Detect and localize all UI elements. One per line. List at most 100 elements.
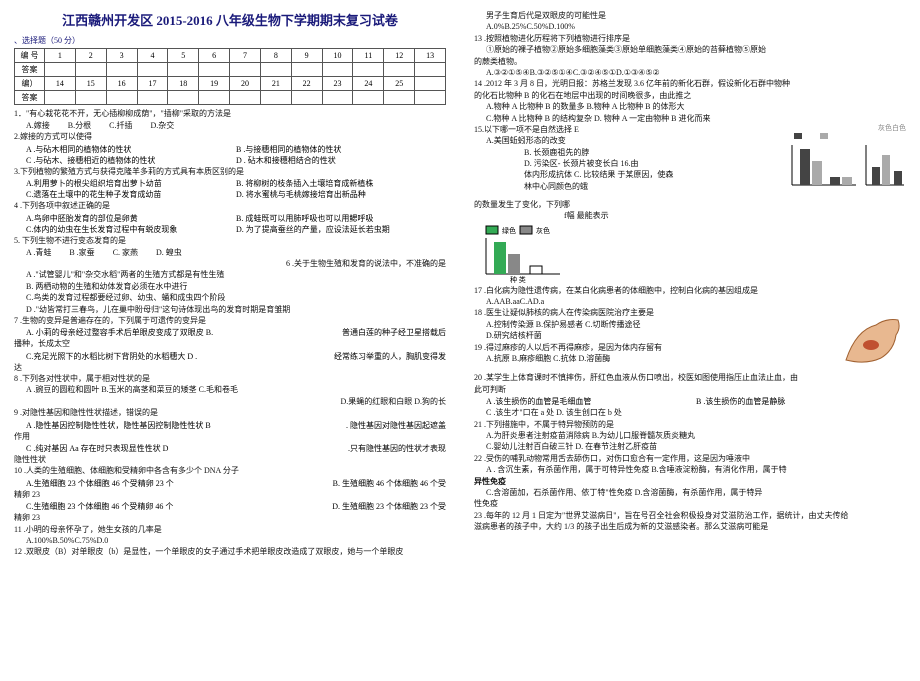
q9-a2: 作用 bbox=[14, 432, 446, 442]
q9-c: C .纯对基因 Aa 存在时只表现显性性状 D bbox=[26, 443, 236, 454]
q20-stem: 20 .某学生上体育课时不慎摔伤，肝红色血液从伤口喷出，校医如图使用指压止血法止… bbox=[474, 373, 906, 383]
q5-b: B .家蚕 bbox=[69, 247, 94, 258]
q17-stem: 17 .白化病为隐性遗传病，在某白化病患者的体细胞中，控制白化病的基因组成是 bbox=[474, 286, 906, 296]
q10-a2: 精卵 23 bbox=[14, 490, 446, 500]
q4-stem: 4 .下列各项中叙述正确的是 bbox=[14, 201, 446, 211]
chart1-box bbox=[786, 127, 906, 197]
q6-d: D ."幼皆常打三春鸟，儿在巢中盼母归"这句诗体现出鸟的发育时期是育雏期 bbox=[14, 305, 446, 315]
q9-stem: 9 .对隐性基因和隐性性状描述，错误的是 bbox=[14, 408, 446, 418]
q2-stem: 2.嫁接的方式可以使得 bbox=[14, 132, 446, 142]
legend-green: 绿色 bbox=[502, 226, 516, 235]
q3-a: A.利用萝卜的根尖组织培育出萝卜幼苗 bbox=[26, 178, 236, 189]
q7-stem: 7 .生物的变异是普遍存在的，下列属于可遗传的变异是 bbox=[14, 316, 446, 326]
q7-c2: 达 bbox=[14, 363, 446, 373]
q3-c: C.遗落在土壤中的花生种子发育成幼苗 bbox=[26, 189, 236, 200]
q14-stem2: 的化石比物种 B 的化石在地层中出现的时间晚很多，由此推之 bbox=[474, 91, 906, 101]
q6-a: A ."试管婴儿"和"杂交水稻"两者的生殖方式都是有性生殖 bbox=[14, 270, 446, 280]
q7-cr: 经常练习举重的人，胸肌变得发 bbox=[236, 351, 446, 362]
q1-c: C.扦插 bbox=[109, 120, 132, 131]
legend-gray: 灰色 bbox=[536, 226, 550, 235]
q4-a: A.鸟卵中胚胎发育的部位是卵黄 bbox=[26, 213, 236, 224]
q1-b: B.分根 bbox=[68, 120, 91, 131]
q1-a: A.嫁接 bbox=[26, 120, 50, 131]
q4-b: B. 成蛙既可以用肺呼吸也可以用鳃呼吸 bbox=[236, 213, 446, 224]
q22-a2: 异性免疫 bbox=[474, 477, 906, 487]
arm-diagram bbox=[836, 310, 906, 370]
q22-stem: 22 .受伤的哺乳动物常用舌去舔伤口，对伤口愈合有一定作用，这是因为唾液中 bbox=[474, 454, 906, 464]
row4-label: 答案 bbox=[15, 91, 45, 105]
q13-opts: A.③②①⑤④B.③②⑤①④C.③②④⑤①D.①③④⑤② bbox=[474, 68, 906, 78]
q20-a: A .该生损伤的血管是毛细血管 bbox=[486, 396, 696, 407]
answer-table: 编 号 1 2 3 4 5 6 7 8 9 10 11 12 13 答案 编） … bbox=[14, 48, 446, 105]
q8-a: A .豌豆的圆粒和圆叶 B.玉米的高茎和菜豆的矮茎 C.毛和卷毛 bbox=[14, 385, 446, 395]
q10-a: A.生殖细胞 23 个体细胞 46 个受精卵 23 个 bbox=[26, 478, 236, 489]
q14-a: A.物种 A 比物种 B 的数量多 B.物种 A 比物种 B 的体形大 bbox=[474, 102, 906, 112]
q10-stem: 10 .人类的生殖细胞、体细胞和受精卵中各含有多少个 DNA 分子 bbox=[14, 466, 446, 476]
q21-a: A.为肝炎患者注射疫苗消除病 B.为幼儿口服脊髓灰质炎糖丸 bbox=[474, 431, 906, 441]
q17-opts: A.AAB.aaC.AD.a bbox=[474, 297, 906, 307]
q22-c2: 性免疫 bbox=[474, 499, 906, 509]
q13-line: ①原始的裸子植物②原始多细胞藻类③原始单细胞藻类④原始的苔藓植物⑤原始 bbox=[474, 45, 906, 55]
q4-d: D. 为了提高蚕丝的产量，应设法延长若虫期 bbox=[236, 224, 446, 235]
q8-d: D.果蝇的红眼和白眼 D.狗的长 bbox=[14, 397, 446, 407]
q4-c: C.体内的幼虫在生长发育过程中有蜕皮现象 bbox=[26, 224, 236, 235]
q13-stem: 13 .按照植物进化历程将下列植物进行排序是 bbox=[474, 34, 906, 44]
q14-b: C.物种 A 比物种 B 的结构复杂 D. 物种 A 一定由物种 B 进化而来 bbox=[474, 114, 906, 124]
q5-d: D. 蝗虫 bbox=[156, 247, 182, 258]
left-column: 江西赣州开发区 2015-2016 八年级生物下学期期末复习试卷 、选择题（50… bbox=[0, 0, 460, 681]
q8-stem: 8 .下列各对性状中，属于相对性状的是 bbox=[14, 374, 446, 384]
chart1-svg bbox=[786, 127, 906, 197]
q6-c: C.鸟类的发育过程都要经过卵、幼虫、蛹和成虫四个阶段 bbox=[14, 293, 446, 303]
q21-stem: 21 .下列措施中，不属于特异物预防的是 bbox=[474, 420, 906, 430]
right-column: 男子生育后代是双眼皮的可能性是 A.0%B.25%C.50%D.100% 13 … bbox=[460, 0, 920, 681]
q11-opts: A.100%B.50%C.75%D.0 bbox=[14, 536, 446, 546]
q21-b: C.婴幼儿注射百白破三针 D. 在春节注射乙肝疫苗 bbox=[474, 442, 906, 452]
q12-opts: A.0%B.25%C.50%D.100% bbox=[474, 22, 906, 32]
row1-label: 编 号 bbox=[15, 49, 45, 63]
q9-cr: .只有隐性基因的性状才表现 bbox=[236, 443, 446, 454]
q15-extra: 的数量发生了变化，下列哪 bbox=[474, 200, 906, 210]
q10-b: B. 生殖细胞 46 个体细胞 46 个受 bbox=[236, 478, 446, 489]
q11-stem: 11 .小明的母亲怀孕了，她生女孩的几率是 bbox=[14, 525, 446, 535]
q2-b: B .与接穗相同的植物体的性状 bbox=[236, 144, 446, 155]
chart2-xlabel: 种 类 bbox=[510, 275, 526, 284]
chart2-svg: 绿色 灰色 种 类 bbox=[480, 224, 570, 284]
q20-c: C .该生才"口在 a 处 D. 该生创口在 b 处 bbox=[474, 408, 906, 418]
q9-c2: 隐性性状 bbox=[14, 455, 446, 465]
q7-ar: 普通白莲的种子经卫星搭载后 bbox=[236, 327, 446, 338]
q2-c: C .与砧木、接穗相近的植物体的性状 bbox=[26, 155, 236, 166]
q1-stem: 1．"有心栽花花不开，无心插柳柳成荫"，"插柳"采取的方法是 bbox=[14, 109, 446, 119]
q3-stem: 3.下列植物的繁殖方式与获得克隆羊多莉的方式具有本质区别的是 bbox=[14, 167, 446, 177]
q7-a2: 播种，长成太空 bbox=[14, 339, 446, 349]
q2-d: D . 砧木和接穗相结合的性状 bbox=[236, 155, 446, 166]
q20-stem2: 此可判断 bbox=[474, 385, 906, 395]
q5-stem: 5. 下列生物不进行变态发育的是 bbox=[14, 236, 446, 246]
q14-stem: 14 .2012 年 3 月 8 日，光明日报：苏格兰发现 3.6 亿年前的新化… bbox=[474, 79, 906, 89]
q10-c: C.生殖细胞 23 个体细胞 46 个受精卵 46 个 bbox=[26, 501, 236, 512]
q3-d: D. 将水蜜桃与毛桃嫁接培育出新品种 bbox=[236, 189, 446, 200]
q1-d: D.杂交 bbox=[150, 120, 174, 131]
q10-c2: 精卵 23 bbox=[14, 513, 446, 523]
row3-label: 编） bbox=[15, 77, 45, 91]
q22-c: C.含溶菌加，石杀菌作用、依丁特"性免疫 D.含溶菌酶，有杀菌作用，属于特异 bbox=[474, 488, 906, 498]
q7-a: A. 小莉的母亲经过整容手术后单眼皮变成了双眼皮 B. bbox=[26, 327, 236, 338]
q13-line2: 的蕨类植物。 bbox=[474, 57, 906, 67]
q20-b: B .该生损伤的血管是静脉 bbox=[696, 396, 906, 407]
row2-label: 答案 bbox=[15, 63, 45, 77]
q7-c: C.充足光照下的水稻比树下背阴处的水稻穗大 D . bbox=[26, 351, 236, 362]
section1-label: 、选择题（50 分） bbox=[14, 35, 446, 46]
q22-a: A . 含沉生素，有杀菌作用，属于可特异性免疫 B.含唾液淀粉酶，有消化作用，属… bbox=[474, 465, 906, 475]
q23-stem: 23 .每年的 12 月 1 日定为"世界艾滋病日"，旨在号召全社会积极投身对艾… bbox=[474, 511, 906, 521]
q5-c: C. 家燕 bbox=[113, 247, 138, 258]
q6-stem: 6 .关于生物生殖和发育的说法中，不准确的是 bbox=[14, 259, 446, 269]
chart2-box: 绿色 灰色 种 类 bbox=[480, 224, 570, 284]
q10-d: D. 生殖细胞 23 个体细胞 23 个受 bbox=[236, 501, 446, 512]
q6-b: B. 两栖动物的生殖和幼体发育必须在水中进行 bbox=[14, 282, 446, 292]
q9-a: A .隐性基因控制隐性性状，隐性基因控制隐性性状 B bbox=[26, 420, 236, 431]
q15-extra2: f幅 最能表示 bbox=[474, 211, 906, 221]
q23-stem2: 滋病患者的孩子中，大约 1/3 的孩子出生后成为新的艾滋感染者。那么艾滋病可能是 bbox=[474, 522, 906, 532]
q5-a: A .青蛙 bbox=[26, 247, 51, 258]
q12-stem2: 男子生育后代是双眼皮的可能性是 bbox=[474, 11, 906, 21]
q9-ar: . 隐性基因对隐性基因起遮盖 bbox=[236, 420, 446, 431]
q3-b: B. 将柳树的枝条插入土壤培育成新植株 bbox=[236, 178, 446, 189]
